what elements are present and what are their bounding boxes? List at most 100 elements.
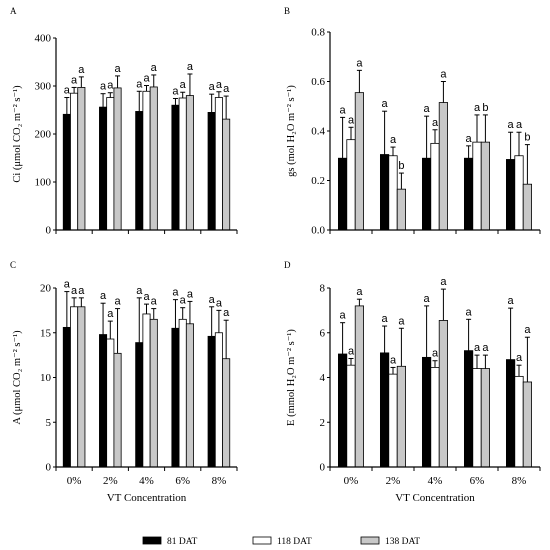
significance-letter: a (223, 83, 230, 95)
legend: 81 DAT 118 DAT 138 DAT (142, 536, 420, 547)
significance-letter: a (390, 134, 397, 146)
panel-d-ytick-label: 0 (320, 462, 326, 474)
bar-a-138-dat (113, 87, 122, 231)
significance-letter: a (78, 285, 85, 297)
bar-a-118-dat (214, 97, 223, 231)
bar-b-118-dat (388, 155, 398, 231)
legend-swatch (142, 536, 162, 545)
bar-d-118-dat (346, 364, 356, 468)
significance-letter: a (482, 342, 489, 354)
significance-letter: a (398, 315, 405, 327)
category-label: 8% (212, 475, 227, 487)
bar-d-138-dat (480, 368, 491, 468)
panel-b-ytick-label: 0.4 (311, 126, 325, 138)
significance-letter: a (136, 285, 143, 297)
category-label: 8% (512, 475, 527, 487)
significance-letter: a (136, 78, 143, 90)
panel-b-letter: B (284, 6, 290, 16)
significance-letter: a (516, 119, 523, 131)
x-axis-label: VT Concentration (107, 492, 187, 504)
significance-letter: a (340, 310, 347, 322)
significance-letter: a (64, 279, 71, 291)
bar-b-118-dat (346, 139, 356, 231)
legend-swatch (252, 536, 272, 545)
bar-b-81-dat (421, 157, 432, 231)
bar-d-81-dat (505, 359, 516, 468)
bar-a-118-dat (106, 97, 115, 231)
significance-letter: a (432, 348, 439, 360)
bar-d-118-dat (472, 368, 482, 468)
significance-letter: a (180, 79, 187, 91)
bar-d-138-dat (354, 305, 365, 468)
panel-c-letter: C (10, 260, 16, 270)
bar-b-118-dat (514, 155, 524, 231)
category-label: 4% (428, 475, 443, 487)
significance-letter: a (71, 285, 78, 297)
panel-a-ylabel: Ci (μmol CO₂ m⁻² s⁻¹) (12, 85, 23, 183)
bar-c-138-dat (77, 306, 86, 468)
legend-label: 81 DAT (167, 537, 198, 547)
panel-a-ytick-label: 300 (35, 81, 52, 93)
bar-c-118-dat (70, 306, 79, 468)
significance-letter: a (440, 276, 447, 288)
bar-c-118-dat (142, 313, 151, 468)
significance-letter: a (382, 313, 389, 325)
panel-a-ytick-label: 200 (35, 129, 52, 141)
bar-a-118-dat (70, 92, 79, 231)
bar-a-138-dat (222, 118, 231, 231)
legend-label: 118 DAT (277, 537, 312, 547)
bar-d-138-dat (396, 365, 407, 468)
significance-letter: a (209, 294, 216, 306)
bar-d-118-dat (514, 375, 524, 468)
significance-letter: a (223, 307, 230, 319)
bar-c-138-dat (113, 352, 122, 468)
bar-a-138-dat (77, 87, 86, 231)
significance-letter: a (516, 352, 523, 364)
bar-c-81-dat (171, 327, 180, 468)
bar-d-118-dat (388, 373, 398, 468)
significance-letter: a (348, 345, 355, 357)
panel-d-letter: D (284, 260, 291, 270)
significance-letter: a (114, 296, 121, 308)
significance-letter: a (151, 296, 158, 308)
significance-letter: a (187, 61, 194, 73)
panel-b-ylabel: gs (mol H₂O m⁻² s⁻¹) (286, 85, 297, 177)
significance-letter: a (209, 81, 216, 93)
panel-d-ylabel: E (mmol H₂O m⁻² s⁻¹) (286, 329, 297, 426)
panel-b-ytick-label: 0.8 (311, 27, 325, 39)
bar-c-81-dat (62, 326, 71, 468)
significance-letter: a (216, 79, 223, 91)
panel-d-ytick-label: 6 (320, 327, 326, 339)
significance-letter: a (348, 114, 355, 126)
panel-d-ytick-label: 4 (320, 372, 326, 384)
legend-swatch (360, 536, 380, 545)
panel-c-ytick-label: 0 (46, 462, 52, 474)
significance-letter: a (356, 286, 363, 298)
significance-letter: b (524, 132, 530, 144)
significance-letter: a (71, 74, 78, 86)
bar-b-118-dat (472, 141, 482, 231)
significance-letter: a (466, 133, 473, 145)
panel-a-letter: A (10, 6, 17, 16)
bar-c-81-dat (207, 335, 216, 468)
bar-b-138-dat (522, 183, 533, 231)
significance-letter: a (216, 297, 223, 309)
significance-letter: a (187, 288, 194, 300)
significance-letter: a (107, 308, 114, 320)
significance-letter: a (440, 69, 447, 81)
bar-d-81-dat (337, 353, 348, 468)
significance-letter: a (64, 85, 71, 97)
bar-a-138-dat (185, 95, 194, 231)
bar-c-81-dat (99, 334, 108, 468)
bar-b-81-dat (379, 154, 390, 231)
bar-d-138-dat (438, 320, 449, 468)
significance-letter: a (143, 291, 150, 303)
significance-letter: a (172, 287, 179, 299)
bar-b-81-dat (337, 157, 348, 231)
panel-b-ytick-label: 0.2 (311, 175, 325, 187)
bar-c-81-dat (135, 342, 144, 468)
